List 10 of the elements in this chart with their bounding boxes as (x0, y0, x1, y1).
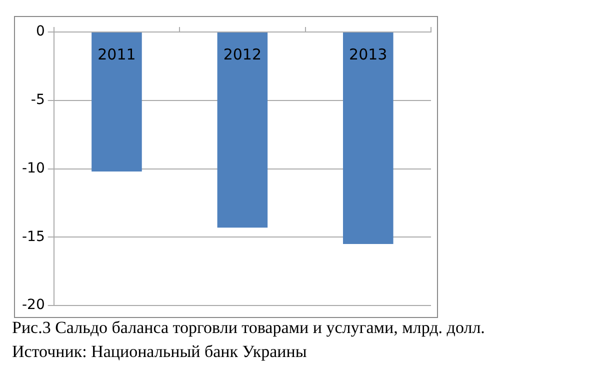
x-tick-label: 2012 (223, 45, 262, 64)
y-tick-label: -10 (22, 160, 45, 176)
y-tick-label: -5 (30, 92, 45, 108)
text: Источник: Национальный банк Украины (12, 341, 308, 363)
y-tick-label: 0 (36, 24, 45, 40)
y-tick-label: -20 (22, 297, 45, 314)
x-tick-label: 2011 (98, 45, 136, 64)
x-tick-label: 2013 (349, 45, 388, 64)
text: Рис.3 Сальдо баланса торговли товарами и услугами, млрд. долл. (12, 317, 485, 339)
y-tick-label: -15 (22, 228, 45, 245)
